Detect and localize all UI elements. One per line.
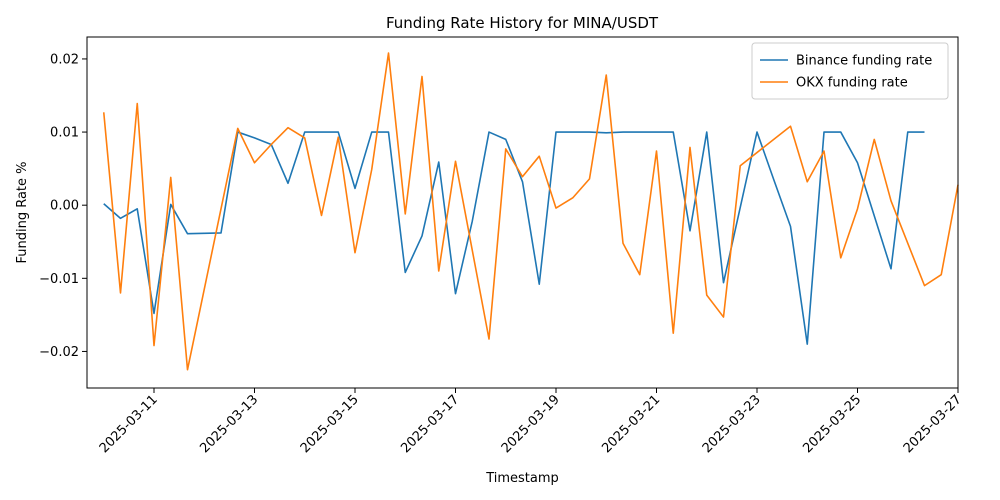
y-tick-label: 0.01 bbox=[50, 126, 79, 141]
series-line-1 bbox=[103, 131, 925, 345]
y-tick-label: 0.02 bbox=[50, 52, 79, 67]
legend: Binance funding rate OKX funding rate bbox=[751, 42, 949, 100]
legend-label: OKX funding rate bbox=[796, 76, 908, 91]
series-line-2 bbox=[102, 52, 959, 371]
y-axis-label: Funding Rate % bbox=[15, 161, 30, 263]
plot-frame bbox=[86, 36, 959, 389]
y-tick-label: 0.00 bbox=[50, 199, 79, 214]
x-axis-label: Timestamp bbox=[485, 471, 559, 486]
y-tick-label: −0.02 bbox=[39, 345, 79, 360]
series-lines bbox=[102, 52, 959, 371]
chart-title: Funding Rate History for MINA/USDT bbox=[386, 14, 659, 32]
legend-box bbox=[751, 42, 949, 100]
y-tick-label: −0.01 bbox=[39, 272, 79, 287]
legend-label: Binance funding rate bbox=[796, 54, 932, 69]
